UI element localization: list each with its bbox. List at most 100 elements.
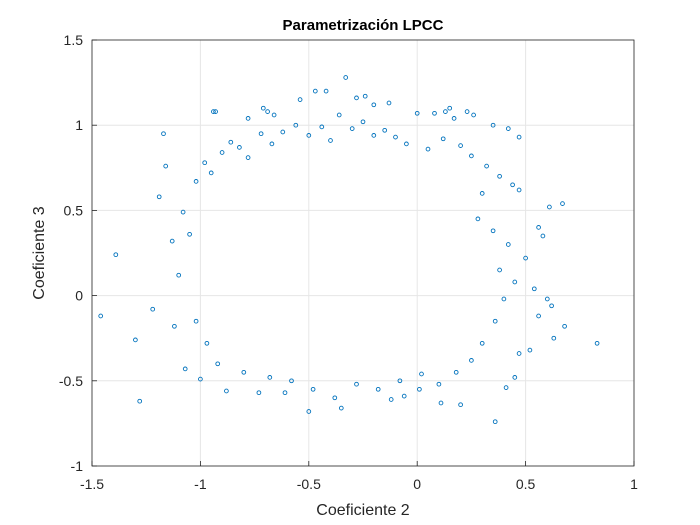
data-point xyxy=(237,145,242,150)
data-point xyxy=(404,141,409,147)
data-point xyxy=(375,386,381,392)
data-point xyxy=(269,141,275,147)
data-point xyxy=(479,191,485,196)
data-point xyxy=(443,109,448,114)
data-point xyxy=(182,366,188,372)
data-point xyxy=(469,358,474,363)
data-point xyxy=(497,267,502,273)
data-point xyxy=(594,340,600,346)
data-point xyxy=(193,179,199,184)
data-point xyxy=(382,127,388,133)
data-point xyxy=(547,204,552,210)
data-point xyxy=(336,112,342,118)
data-point xyxy=(156,194,162,200)
data-point xyxy=(544,296,550,302)
data-point xyxy=(169,238,175,244)
data-point xyxy=(479,340,485,346)
data-point xyxy=(312,88,318,94)
data-point xyxy=(319,124,325,130)
data-point xyxy=(512,279,518,285)
axes-box xyxy=(91,39,635,467)
data-point xyxy=(332,395,338,401)
data-point xyxy=(505,242,511,247)
data-point xyxy=(297,97,303,102)
data-point xyxy=(527,347,533,353)
data-point xyxy=(245,116,251,121)
data-point xyxy=(490,228,496,234)
data-point xyxy=(202,160,208,166)
grid xyxy=(91,39,635,467)
x-tick-label: 1 xyxy=(630,476,638,492)
data-point xyxy=(458,143,463,148)
data-point xyxy=(562,323,567,329)
data-point xyxy=(306,133,312,138)
data-points xyxy=(98,75,600,425)
data-point xyxy=(505,126,511,131)
data-point xyxy=(282,390,288,396)
data-point xyxy=(451,116,457,121)
data-point xyxy=(497,173,502,179)
x-axis-ticks: -1.5 -1 -0.5 0 0.5 1 xyxy=(80,461,638,492)
data-point xyxy=(133,337,138,343)
x-tick-label: -1.5 xyxy=(80,476,104,492)
data-point xyxy=(260,105,266,111)
data-point xyxy=(267,375,273,380)
data-point xyxy=(414,110,420,116)
data-point xyxy=(458,402,463,408)
plot-area xyxy=(92,40,634,466)
data-point xyxy=(213,109,218,114)
x-tick-label: -1 xyxy=(194,476,207,492)
data-point xyxy=(536,225,541,230)
data-point xyxy=(163,163,169,169)
data-point xyxy=(219,150,225,155)
x-tick-label: -0.5 xyxy=(297,476,321,492)
data-point xyxy=(293,122,299,128)
y-axis-ticks: -1 -0.5 0 0.5 1 1.5 xyxy=(59,32,97,474)
data-point xyxy=(492,318,498,324)
data-point xyxy=(475,216,481,222)
data-point xyxy=(401,393,407,399)
data-point xyxy=(354,95,359,101)
data-point xyxy=(464,109,470,114)
data-point xyxy=(549,303,554,309)
x-tick-label: 0.5 xyxy=(516,476,536,492)
x-axis-label: Coeficiente 2 xyxy=(316,502,409,519)
data-point xyxy=(241,369,247,375)
data-point xyxy=(310,386,316,392)
y-tick-label: 1 xyxy=(75,117,83,133)
data-point xyxy=(193,318,199,324)
data-point xyxy=(471,112,476,118)
data-point xyxy=(436,381,442,387)
data-point xyxy=(343,75,349,80)
data-point xyxy=(113,252,119,258)
data-point xyxy=(228,139,234,145)
data-point xyxy=(172,323,177,329)
data-point xyxy=(516,134,522,140)
data-point xyxy=(386,100,392,106)
data-point xyxy=(256,390,262,396)
data-point xyxy=(306,409,312,414)
data-point xyxy=(393,134,398,140)
data-point xyxy=(245,155,251,160)
data-point xyxy=(516,187,522,193)
data-point xyxy=(492,419,498,425)
data-point xyxy=(328,138,333,143)
data-point xyxy=(98,313,104,319)
data-point xyxy=(371,133,377,138)
y-tick-label: 1.5 xyxy=(64,32,84,48)
data-point xyxy=(523,255,528,261)
data-point xyxy=(551,335,557,341)
data-point xyxy=(438,400,444,406)
data-point xyxy=(447,105,453,111)
data-point xyxy=(419,371,424,377)
chart-title: Parametrización LPCC xyxy=(283,17,444,34)
data-point xyxy=(484,163,489,169)
y-tick-label: 0.5 xyxy=(64,202,84,218)
data-point xyxy=(150,306,156,312)
data-point xyxy=(224,388,229,394)
data-point xyxy=(516,351,522,356)
data-point xyxy=(397,378,403,384)
y-tick-label: -1 xyxy=(71,458,84,474)
data-point xyxy=(349,126,355,131)
